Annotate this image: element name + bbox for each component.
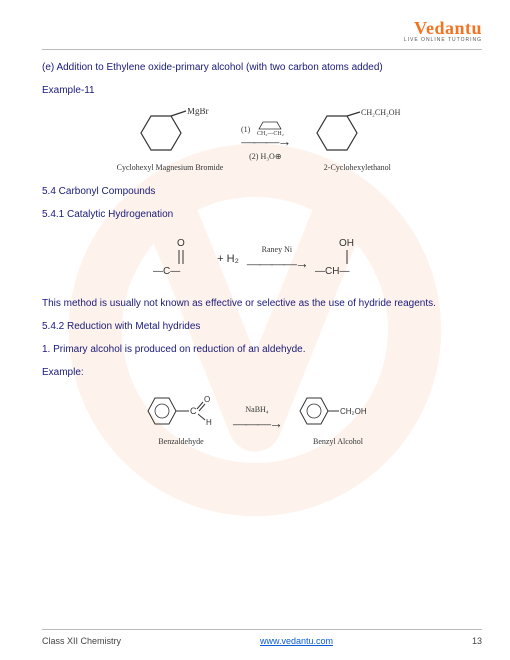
reaction-arrow-1: (1) CH₂—CH₂ ———→ (2) H₃O⊕ [235,120,295,163]
diagram-hydrogenation: O —C— + H₂ Raney Ni ————→ OH —CH— [42,236,482,282]
alcohol-structure: OH —CH— [315,236,375,282]
header: VVedantuedantu LIVE ONLINE TUTORING [42,18,482,43]
svg-text:CH₂OH: CH₂OH [340,407,367,416]
benzaldehyde-structure: C O H [141,390,221,432]
svg-text:—CH—: —CH— [315,266,349,277]
header-divider [42,49,482,50]
plus-h2: + H₂ [217,251,239,268]
cyclohexyl-mgbr-structure: MgBr [131,108,209,158]
benzyl-alcohol-structure: CH₂OH [293,390,383,432]
example-label: Example: [42,365,482,380]
cyclohexylethanol-structure: CH₂CH₂OH [307,108,407,158]
svg-text:O: O [204,395,210,404]
svg-text:MgBr: MgBr [187,108,209,116]
svg-text:CH₂CH₂OH: CH₂CH₂OH [361,108,401,117]
reactant-label: Cyclohexyl Magnesium Bromide [117,162,224,174]
svg-text:OH: OH [339,238,354,249]
svg-text:H: H [206,418,212,427]
footer: Class XII Chemistry www.vedantu.com 13 [42,629,482,646]
section-5-4: 5.4 Carbonyl Compounds [42,184,482,199]
svg-text:—C—: —C— [153,266,180,277]
point-1: 1. Primary alcohol is produced on reduct… [42,342,482,357]
reaction-arrow-3: NaBH₄ ———→ [233,404,281,435]
section-5-4-2: 5.4.2 Reduction with Metal hydrides [42,319,482,334]
product-label: 2-Cyclohexylethanol [324,162,391,174]
brand-tagline: LIVE ONLINE TUTORING [42,37,482,43]
benzaldehyde-label: Benzaldehyde [158,436,203,448]
diagram-benzaldehyde: C O H Benzaldehyde NaBH₄ ———→ CH₂O [42,390,482,448]
hydrogenation-note: This method is usually not known as effe… [42,296,482,311]
svg-text:C: C [190,406,197,416]
brand-logo: VVedantuedantu [42,18,482,39]
ketone-structure: O —C— [149,236,209,282]
svg-text:O: O [177,238,185,249]
reaction-arrow-2: Raney Ni ————→ [247,244,307,275]
example-11-label: Example-11 [42,83,482,98]
footer-link[interactable]: www.vedantu.com [260,636,333,646]
section-5-4-1: 5.4.1 Catalytic Hydrogenation [42,207,482,222]
diagram-grignard: MgBr Cyclohexyl Magnesium Bromide (1) CH… [42,108,482,174]
footer-class: Class XII Chemistry [42,636,121,646]
section-e-title: (e) Addition to Ethylene oxide-primary a… [42,60,482,75]
footer-page: 13 [472,636,482,646]
benzyl-alcohol-label: Benzyl Alcohol [313,436,363,448]
